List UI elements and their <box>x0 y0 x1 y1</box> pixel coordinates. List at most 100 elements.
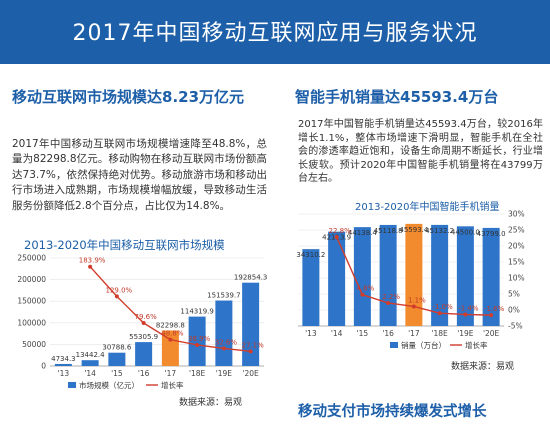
growth-value-label: -1.4% <box>458 304 479 312</box>
bar-value-label: 45132.2 <box>425 227 454 235</box>
growth-point <box>386 300 391 305</box>
bottom-section-heading: 移动支付市场持续爆发式增长 <box>298 404 487 420</box>
market-size-chart: 0 50000 100000 150000 200000 250000 4734.3 '13 1… <box>17 254 267 391</box>
y2-tick-label: 30% <box>508 210 525 219</box>
x-tick-label: '18E <box>431 329 448 338</box>
legend-label: 销量（万台） <box>401 340 446 350</box>
right-section-heading: 智能手机销量达45593.4万台 <box>295 88 499 106</box>
growth-value-label: 183.9% <box>79 257 106 265</box>
bar <box>81 360 99 366</box>
y2-tick-label: 5% <box>508 290 520 299</box>
y-tick-label: 150000 <box>17 297 46 306</box>
x-tick-label: '19E <box>216 369 233 378</box>
legend-label: 增长率 <box>465 340 488 350</box>
bar <box>215 300 233 366</box>
left-chart-source: 数据来源：易观 <box>179 398 243 408</box>
x-tick-label: '19E <box>457 329 474 338</box>
bar-value-label: 44500.0 <box>451 228 480 236</box>
bar <box>242 282 260 366</box>
bar <box>379 224 397 326</box>
y2-tick-label: 15% <box>508 258 525 267</box>
y-tick-label: 0 <box>41 362 46 371</box>
growth-point <box>334 235 339 240</box>
bar <box>161 330 179 366</box>
x-tick-label: '20E <box>242 369 259 378</box>
growth-point <box>195 342 200 347</box>
growth-value-label: 79.6% <box>135 313 158 321</box>
x-tick-label: '15 <box>111 369 123 378</box>
y2-tick-label: 0% <box>508 306 520 315</box>
right-chart-title: 2013-2020年中国智能手机销量 <box>355 202 500 213</box>
legend-label: 增长率 <box>161 380 184 390</box>
bar-value-label: 45593.4 <box>399 226 428 234</box>
x-tick-label: '20E <box>483 329 500 338</box>
y2-tick-label: 20% <box>508 242 525 251</box>
growth-point <box>114 294 119 299</box>
growth-point <box>88 264 93 269</box>
growth-point <box>221 346 226 351</box>
left-section-heading: 移动互联网市场规模达8.23万亿元 <box>12 88 245 106</box>
left-chart-title: 2013-2020年中国移动互联网市场规模 <box>24 238 225 252</box>
x-tick-label: '16 <box>138 369 150 378</box>
growth-point <box>360 292 365 297</box>
growth-value-label: 1.1% <box>408 296 426 304</box>
legend-swatch-bars <box>390 342 398 348</box>
bar <box>108 352 126 366</box>
growth-value-label: 2.2% <box>382 293 400 301</box>
growth-value-label: 27.1% <box>242 341 265 349</box>
growth-value-label: -1.6% <box>484 305 505 313</box>
bar <box>431 224 449 326</box>
bar <box>54 363 72 366</box>
x-tick-label: '13 <box>58 369 70 378</box>
bar-value-label: 30788.6 <box>102 344 131 352</box>
right-chart-source: 数据来源：易观 <box>451 362 515 372</box>
growth-value-label: 129.0% <box>106 286 133 294</box>
bar-value-label: 55305.9 <box>129 333 158 341</box>
bar <box>135 342 153 366</box>
bar-value-label: 43799.0 <box>477 230 506 238</box>
y2-tick-label: 10% <box>508 274 525 283</box>
bar-value-label: 45118.8 <box>374 227 403 235</box>
x-tick-label: '15 <box>357 329 369 338</box>
bar <box>353 227 371 326</box>
bar-value-label: 151539.7 <box>207 292 240 300</box>
x-tick-label: '17 <box>408 329 420 338</box>
right-section-paragraph: 2017年中国智能手机销量达45593.4万台，较2016年增长1.1%，整体市… <box>298 119 543 185</box>
bar-value-label: 4734.3 <box>51 355 76 363</box>
bar <box>302 249 320 326</box>
growth-point <box>437 311 442 316</box>
left-section-paragraph: 2017年中国移动互联网市场规模增速降至48.8%，总量为82298.8亿元。移… <box>12 138 267 212</box>
bar <box>328 231 346 326</box>
y-tick-label: 100000 <box>17 318 46 327</box>
y-tick-label: 250000 <box>17 254 46 263</box>
growth-point <box>248 349 253 354</box>
growth-value-label: 38.9% <box>188 335 211 343</box>
growth-value-label: 32.6% <box>215 338 238 346</box>
growth-point <box>411 304 416 309</box>
bar-value-label: 13442.4 <box>76 351 105 359</box>
growth-value-label: -1.0% <box>432 303 453 311</box>
y2-tick-label: 25% <box>508 226 525 235</box>
bar <box>482 227 500 326</box>
y-tick-label: 50000 <box>22 340 46 349</box>
bar-value-label: 192854.3 <box>234 274 267 282</box>
growth-value-label: 22.8% <box>329 227 352 235</box>
growth-value-label: 48.8% <box>161 330 184 338</box>
bar <box>188 316 206 366</box>
legend-swatch-bars <box>68 382 76 388</box>
growth-point <box>463 312 468 317</box>
growth-value-label: 4.8% <box>356 285 374 293</box>
bar-value-label: 44138.4 <box>348 229 377 237</box>
x-tick-label: '14 <box>331 329 343 338</box>
y2-tick-label: -5% <box>508 322 523 331</box>
bar-value-label: 114319.9 <box>180 308 213 316</box>
smartphone-sales-chart: 30%25%20%15%10%5%0%-5%34310.2'1342113.9'… <box>296 210 525 351</box>
page-title: 2017年中国移动互联网应用与服务状况 <box>72 21 478 46</box>
x-tick-label: '17 <box>165 369 177 378</box>
x-tick-label: '18E <box>189 369 206 378</box>
growth-point <box>489 313 494 318</box>
y-tick-label: 200000 <box>17 275 46 284</box>
bar-value-label: 82298.8 <box>156 321 185 329</box>
x-tick-label: '13 <box>305 329 317 338</box>
growth-point <box>141 321 146 326</box>
